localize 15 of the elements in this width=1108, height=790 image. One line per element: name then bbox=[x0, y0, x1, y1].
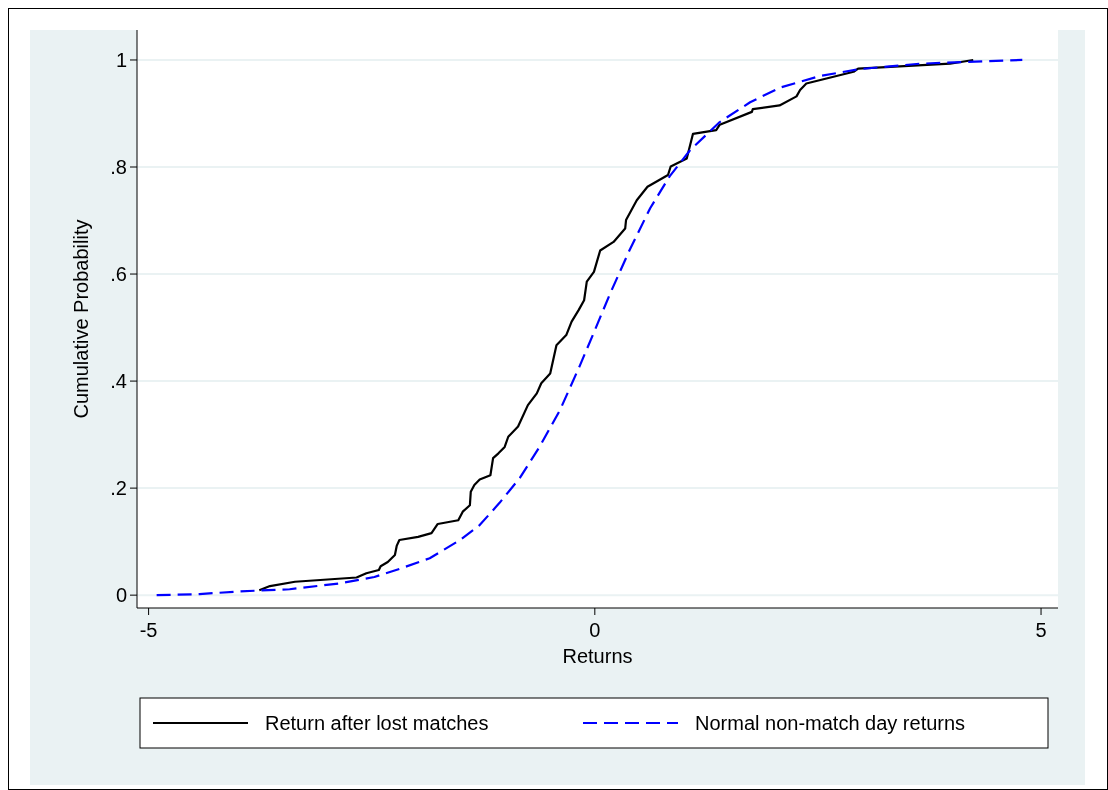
line-series bbox=[258, 58, 975, 592]
x-tick-label: 5 bbox=[1035, 619, 1047, 641]
x-axis-title: Returns bbox=[562, 645, 633, 667]
y-axis-title: Cumulative Probability bbox=[70, 219, 92, 419]
x-tick-label: -5 bbox=[139, 619, 158, 641]
line-series bbox=[155, 58, 1024, 597]
x-tick-label: 0 bbox=[589, 619, 601, 641]
y-tick-label: 1 bbox=[115, 48, 127, 71]
y-tick-label: .2 bbox=[110, 477, 127, 500]
legend-label: Normal non-match day returns bbox=[695, 712, 966, 734]
y-tick-label: 0 bbox=[115, 584, 127, 607]
y-tick-label: .8 bbox=[110, 156, 127, 179]
legend-label: Return after lost matches bbox=[265, 712, 489, 734]
y-tick-label: .6 bbox=[110, 263, 127, 286]
y-tick-label: .4 bbox=[110, 370, 127, 393]
